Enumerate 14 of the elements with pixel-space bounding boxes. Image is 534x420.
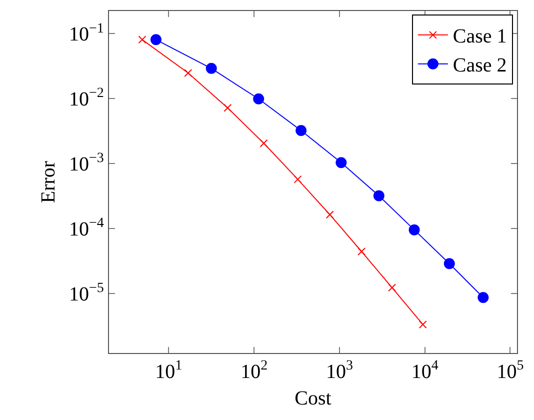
y-tick-label: 10$^{−2}$ <box>68 86 104 111</box>
x-tick-label: 10$^{4}$ <box>411 358 438 384</box>
legend-label: Case 1 <box>452 26 507 48</box>
x-tick-label: 10$^{1}$ <box>155 358 182 384</box>
x-tick-label: 10$^{3}$ <box>326 358 353 384</box>
legend-label: Case 2 <box>452 54 507 77</box>
x-tick-label: 10$^{2}$ <box>240 358 268 384</box>
x-axis-title: Cost <box>294 388 332 410</box>
y-tick-label: 10$^{−5}$ <box>68 280 104 306</box>
x-tick-label: 10$^{5}$ <box>496 358 524 384</box>
y-tick-label: 10$^{−1}$ <box>68 21 104 46</box>
y-axis-title: Error <box>37 160 60 204</box>
y-tick-label: 10$^{−3}$ <box>68 151 104 176</box>
y-tick-label: 10$^{−4}$ <box>68 216 104 240</box>
